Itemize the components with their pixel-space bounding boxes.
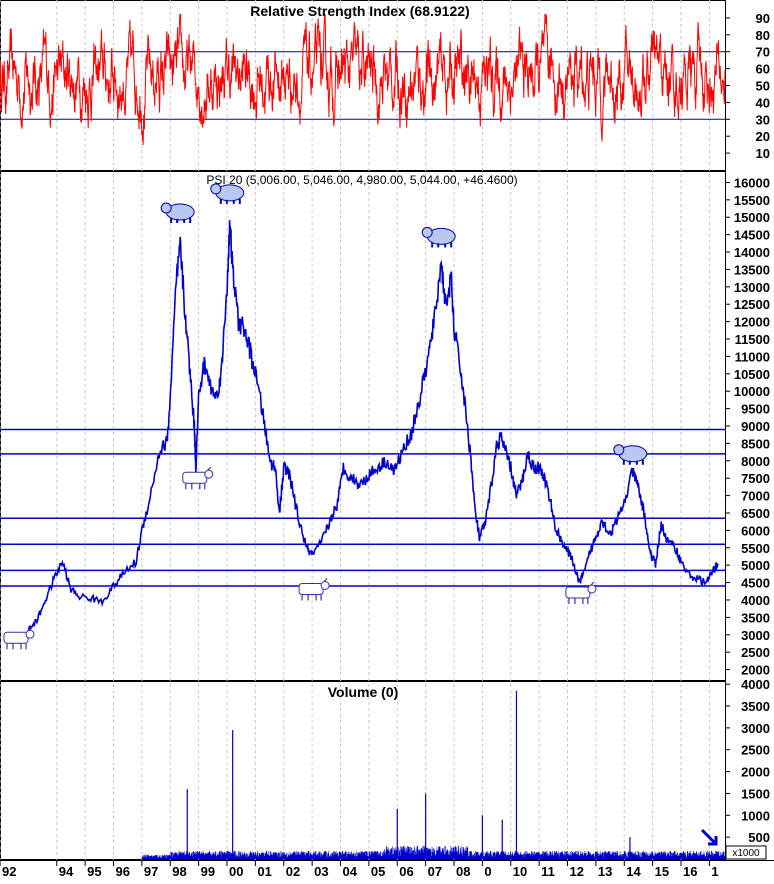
- price-tick-label: 10500: [734, 367, 770, 382]
- volume-scale-label: x1000: [732, 848, 760, 859]
- x-tick-label: 01: [257, 864, 271, 879]
- price-line: [27, 220, 719, 632]
- x-tick-label: 00: [229, 864, 243, 879]
- volume-tick-label: 3500: [741, 699, 770, 714]
- price-tick-label: 9500: [741, 402, 770, 417]
- price-tick-label: 15000: [734, 210, 770, 225]
- x-tick-label: 05: [371, 864, 385, 879]
- price-tick-label: 3500: [741, 610, 770, 625]
- volume-title: Volume (0): [328, 684, 399, 700]
- price-tick-label: 8500: [741, 436, 770, 451]
- price-tick-label: 7500: [741, 471, 770, 486]
- price-tick-label: 8000: [741, 454, 770, 469]
- x-tick-label: 98: [172, 864, 186, 879]
- price-tick-label: 9000: [741, 419, 770, 434]
- price-tick-label: 14000: [734, 245, 770, 260]
- x-tick-label: 97: [144, 864, 158, 879]
- rsi-tick-label: 20: [756, 129, 770, 144]
- x-tick-label: 12: [570, 864, 584, 879]
- price-tick-label: 7000: [741, 489, 770, 504]
- rsi-layer: [0, 14, 726, 145]
- rsi-tick-label: 80: [756, 28, 770, 43]
- volume-tick-label: 2000: [741, 765, 770, 780]
- bear-icon: [160, 202, 195, 223]
- price-tick-label: 16000: [734, 175, 770, 190]
- bull-icon: [565, 581, 597, 604]
- price-tick-label: 5000: [741, 558, 770, 573]
- price-tick-label: 10000: [734, 384, 770, 399]
- vertical-gridlines: [0, 0, 710, 860]
- price-tick-label: 13500: [734, 262, 770, 277]
- volume-scale-box: [725, 845, 767, 860]
- price-tick-label: 4500: [741, 576, 770, 591]
- volume-tick-label: 4000: [741, 677, 770, 692]
- x-tick-label: 0: [484, 864, 491, 879]
- price-tick-label: 12000: [734, 315, 770, 330]
- price-tick-label: 6000: [741, 523, 770, 538]
- price-tick-label: 6500: [741, 506, 770, 521]
- price-title: PSI 20 (5,006.00, 5,046.00, 4,980.00, 5,…: [206, 173, 517, 187]
- rsi-tick-label: 40: [756, 95, 770, 110]
- rsi-tick-label: 60: [756, 62, 770, 77]
- arrow-icon[interactable]: [700, 828, 718, 846]
- x-tick-label: 08: [456, 864, 470, 879]
- price-layer: [0, 220, 725, 632]
- bear-icon: [210, 183, 245, 204]
- bull-icon: [182, 466, 214, 490]
- rsi-tick-label: 50: [756, 79, 770, 94]
- bear-icon: [421, 226, 456, 248]
- price-tick-label: 4000: [741, 593, 770, 608]
- volume-tick-label: 1000: [741, 808, 770, 823]
- price-tick-label: 2000: [741, 663, 770, 678]
- x-tick-label: 95: [87, 864, 101, 879]
- volume-tick-label: 1500: [741, 786, 770, 801]
- bull-icon: [3, 626, 35, 650]
- bear-icon: [613, 444, 648, 465]
- price-panel: [0, 171, 726, 681]
- price-tick-label: 13000: [734, 280, 770, 295]
- rsi-tick-label: 70: [756, 45, 770, 60]
- bull-icon: [298, 578, 330, 601]
- x-tick-label: 1: [711, 864, 718, 879]
- x-tick-label: 15: [655, 864, 669, 879]
- x-tick-label: 14: [626, 864, 641, 879]
- x-tick-label: 07: [428, 864, 442, 879]
- volume-tick-label: 500: [748, 830, 770, 845]
- price-tick-label: 15500: [734, 193, 770, 208]
- volume-panel: [0, 681, 726, 860]
- marker-layer: [3, 183, 648, 650]
- price-tick-label: 12500: [734, 297, 770, 312]
- x-tick-label: 16: [683, 864, 697, 879]
- x-tick-labels: 92 94 95 96 97 98 99 00 01 02 03 04 05 06 07 08 0 10 11 12 1…: [0, 860, 719, 879]
- price-tick-label: 3000: [741, 628, 770, 643]
- rsi-title: Relative Strength Index (68.9122): [250, 3, 469, 19]
- x-tick-label: 03: [314, 864, 328, 879]
- x-tick-label: 99: [201, 864, 215, 879]
- rsi-line: [0, 14, 726, 145]
- x-tick-label: 04: [343, 864, 358, 879]
- volume-tick-label: 3000: [741, 721, 770, 736]
- x-tick-label: 11: [541, 864, 555, 879]
- volume-tick-label: 2500: [741, 743, 770, 758]
- rsi-tick-label: 10: [756, 146, 770, 161]
- price-tick-label: 5500: [741, 541, 770, 556]
- volume-layer: [141, 690, 725, 859]
- x-tick-label: 92: [2, 864, 16, 879]
- price-tick-label: 14500: [734, 228, 770, 243]
- x-tick-label: 02: [286, 864, 300, 879]
- x-tick-label: 94: [59, 864, 74, 879]
- x-tick-label: 06: [399, 864, 413, 879]
- x-tick-label: 10: [513, 864, 527, 879]
- price-tick-label: 11500: [735, 332, 770, 347]
- rsi-tick-label: 30: [756, 112, 770, 127]
- volume-bars: [141, 845, 725, 859]
- rsi-tick-label: 90: [756, 11, 770, 26]
- price-tick-label: 2500: [741, 645, 770, 660]
- price-tick-label: 11000: [735, 349, 770, 364]
- x-tick-label: 13: [598, 864, 612, 879]
- x-tick-label: 96: [116, 864, 130, 879]
